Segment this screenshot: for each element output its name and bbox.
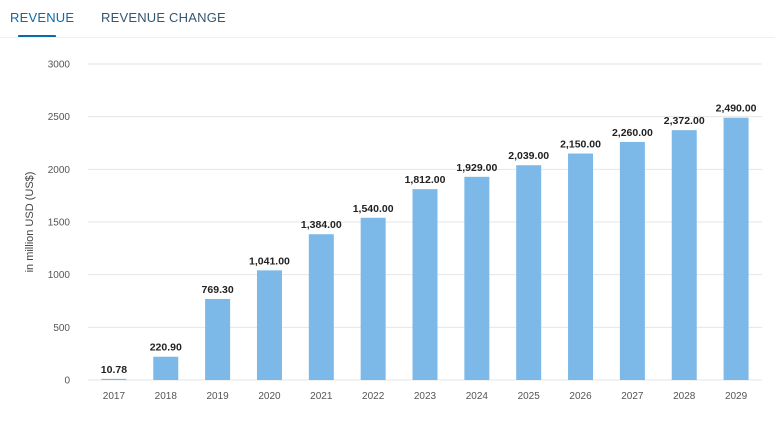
x-tick-label: 2028 [673,391,696,402]
chart-container: 10.78 220.90 769.30 1,041.00 1,384.00 1,540.0… [0,38,775,416]
bar-2025[interactable] [516,165,542,380]
x-tick-label: 2024 [466,391,489,402]
bar-2027[interactable] [619,141,645,380]
x-tick-label: 2018 [155,391,178,402]
y-tick-label: 0 [64,376,70,387]
data-label-2021: 1,384.00 [301,219,342,231]
x-tick-label: 2029 [725,391,748,402]
y-tick-label: 1000 [48,270,71,281]
x-tick-label: 2022 [362,391,385,402]
data-label-2023: 1,812.00 [405,174,446,186]
data-label-2027: 2,260.00 [612,127,653,139]
active-tab-indicator [18,35,56,38]
x-tick-label: 2021 [310,391,333,402]
y-tick-label: 3000 [48,60,71,71]
y-tick-label: 500 [53,323,70,334]
bar-2029[interactable] [723,117,749,380]
bar-2024[interactable] [464,176,490,380]
y-tick-label: 2500 [48,112,71,123]
x-tick-label: 2020 [258,391,281,402]
tab-revenue[interactable]: REVENUE [10,10,75,25]
data-label-2020: 1,041.00 [249,255,290,267]
x-tick-label: 2019 [206,391,229,402]
y-axis-label: in million USD (US$) [24,172,36,273]
bar-2028[interactable] [671,130,697,380]
data-label-2026: 2,150.00 [560,139,601,151]
tab-revenue-change[interactable]: REVENUE CHANGE [101,10,226,25]
data-label-2029: 2,490.00 [716,103,757,115]
bar-2026[interactable] [568,153,594,380]
bar-2023[interactable] [412,189,438,380]
x-tick-label: 2017 [103,391,126,402]
tab-bar: REVENUE REVENUE CHANGE [0,0,775,38]
bar-2017[interactable] [101,378,127,380]
y-tick-label: 2000 [48,165,71,176]
data-label-2017: 10.78 [101,364,127,376]
data-label-2019: 769.30 [202,284,234,296]
tab-divider [0,37,775,38]
x-tick-label: 2023 [414,391,437,402]
revenue-bar-chart: 10.78 220.90 769.30 1,041.00 1,384.00 1,540.0… [24,60,762,402]
bar-2021[interactable] [308,234,334,380]
data-label-2028: 2,372.00 [664,115,705,127]
data-label-2025: 2,039.00 [508,150,549,162]
bar-2020[interactable] [256,270,282,380]
bar-2022[interactable] [360,217,386,380]
bar-2019[interactable] [205,298,231,380]
x-tick-label: 2027 [621,391,644,402]
data-label-2022: 1,540.00 [353,203,394,215]
data-label-2024: 1,929.00 [456,162,497,174]
y-tick-label: 1500 [48,218,71,229]
data-label-2018: 220.90 [150,342,182,354]
x-tick-label: 2026 [569,391,592,402]
bar-2018[interactable] [153,356,179,380]
x-tick-label: 2025 [518,391,541,402]
